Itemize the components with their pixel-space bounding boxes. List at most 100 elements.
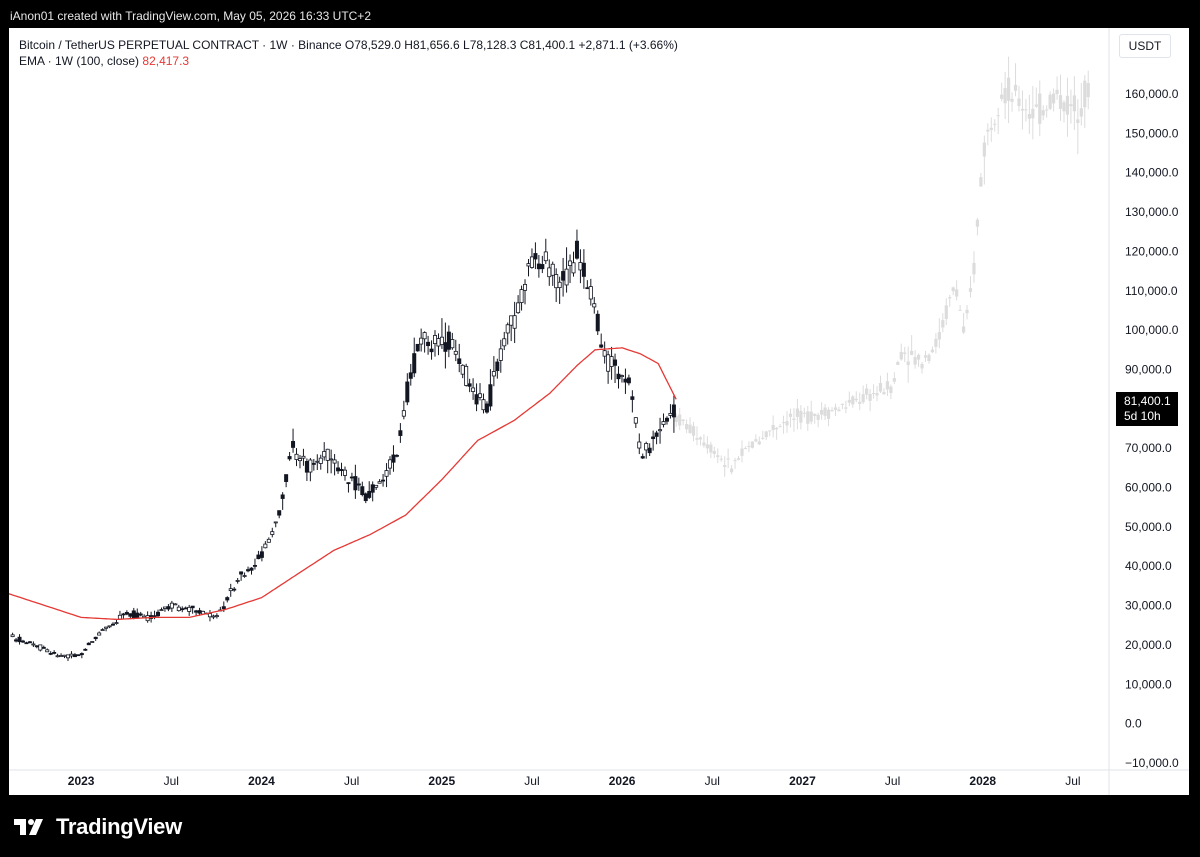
price-candle xyxy=(249,567,254,571)
projection-candle xyxy=(896,362,900,365)
price-candle xyxy=(287,456,292,460)
price-candle xyxy=(235,580,240,582)
price-candle xyxy=(225,597,230,601)
price-candle xyxy=(426,341,431,347)
price-candle xyxy=(623,378,628,383)
price-candle xyxy=(246,569,251,572)
projection-candle xyxy=(837,409,841,412)
price-candle xyxy=(10,634,15,638)
price-candle xyxy=(72,654,77,658)
ema-line[interactable] xyxy=(9,347,677,621)
price-candle xyxy=(176,606,181,612)
price-tick-label: 0.0 xyxy=(1125,717,1142,731)
tradingview-logo-icon xyxy=(14,819,43,835)
price-chart[interactable]: 160,000.0 150,000.0 140,000.0 130,000.0 120,… xyxy=(9,28,1189,795)
time-tick-label: 2027 xyxy=(789,774,816,788)
price-candle xyxy=(554,274,559,289)
price-candle xyxy=(547,267,552,278)
price-candle xyxy=(484,403,489,413)
projection-candle xyxy=(871,393,876,395)
projection-candle xyxy=(723,465,727,467)
price-candle xyxy=(387,459,392,469)
price-tick-label: 150,000.0 xyxy=(1125,126,1179,140)
price-candle xyxy=(349,476,354,479)
price-candle xyxy=(162,606,167,609)
price-candle xyxy=(394,454,399,457)
time-tick-label: 2023 xyxy=(68,774,95,788)
projection-candle xyxy=(674,415,678,422)
price-tick-label: 70,000.0 xyxy=(1125,441,1172,455)
price-tick-label: 40,000.0 xyxy=(1125,559,1172,573)
price-candle xyxy=(651,436,656,440)
price-candle xyxy=(52,652,57,654)
price-candle xyxy=(17,636,22,643)
price-candle xyxy=(273,521,278,524)
price-candle xyxy=(252,565,257,567)
projection-candle xyxy=(785,421,789,426)
price-candle xyxy=(356,483,361,486)
price-candle xyxy=(342,469,347,476)
projection-candle xyxy=(868,393,872,401)
price-candle xyxy=(353,476,358,491)
price-candle xyxy=(557,281,562,289)
price-candle xyxy=(277,510,282,516)
price-candle xyxy=(588,286,593,300)
price-candle xyxy=(564,268,569,286)
price-candle xyxy=(239,571,244,575)
price-tick-label: 140,000.0 xyxy=(1125,166,1179,180)
price-candle xyxy=(183,607,188,610)
time-tick-label: Jul xyxy=(344,774,359,788)
price-candle xyxy=(76,654,81,657)
price-candle xyxy=(301,455,306,459)
projection-candle xyxy=(1065,95,1070,115)
price-candle xyxy=(585,287,590,290)
projection-candle xyxy=(861,394,865,403)
time-tick-label: 2026 xyxy=(609,774,636,788)
price-candle xyxy=(478,393,483,398)
price-tick-label: 60,000.0 xyxy=(1125,481,1172,495)
price-candle xyxy=(471,387,476,392)
price-candle xyxy=(256,554,261,560)
chart-area[interactable]: 160,000.0 150,000.0 140,000.0 130,000.0 120,… xyxy=(9,28,1189,795)
price-candle xyxy=(221,606,226,610)
price-candle xyxy=(332,459,337,464)
price-candle xyxy=(495,361,500,372)
projection-candle xyxy=(1048,94,1052,109)
price-candle xyxy=(457,358,462,365)
price-tick-label: 120,000.0 xyxy=(1125,244,1179,258)
price-candle xyxy=(360,486,365,496)
price-candle xyxy=(523,284,528,291)
projection-candle xyxy=(1058,95,1063,109)
price-candle xyxy=(381,479,386,482)
price-candle xyxy=(481,399,486,411)
projection-candle xyxy=(1003,88,1007,104)
last-price-value: 81,400.1 xyxy=(1124,394,1171,408)
time-tick-label: 2028 xyxy=(969,774,996,788)
price-candle xyxy=(79,653,84,656)
price-candle xyxy=(315,460,320,463)
projection-candle xyxy=(975,219,980,227)
price-tick-label: 90,000.0 xyxy=(1125,362,1172,376)
price-candle xyxy=(391,454,396,463)
price-candle xyxy=(117,614,122,620)
price-candle xyxy=(325,448,330,461)
price-candle xyxy=(31,643,36,646)
projection-candle xyxy=(778,426,782,428)
price-tick-label: 10,000.0 xyxy=(1125,677,1172,691)
price-candle xyxy=(640,456,645,459)
currency-label[interactable]: USDT xyxy=(1119,34,1171,58)
ema-label[interactable]: EMA · 1W (100, close) xyxy=(19,54,140,68)
projection-candle xyxy=(750,441,754,448)
price-candle xyxy=(322,451,327,458)
projection-candle xyxy=(1041,110,1045,116)
price-candle xyxy=(34,645,39,648)
price-candle xyxy=(505,324,510,334)
price-candle xyxy=(114,622,119,624)
price-candle xyxy=(169,602,174,609)
projection-candle xyxy=(740,448,744,456)
projection-candle xyxy=(833,407,838,410)
price-candle xyxy=(384,470,389,477)
price-candle xyxy=(138,613,143,616)
price-change: +2,871.1 (+3.66%) xyxy=(578,38,678,52)
symbol-description[interactable]: Bitcoin / TetherUS PERPETUAL CONTRACT · … xyxy=(19,38,342,52)
